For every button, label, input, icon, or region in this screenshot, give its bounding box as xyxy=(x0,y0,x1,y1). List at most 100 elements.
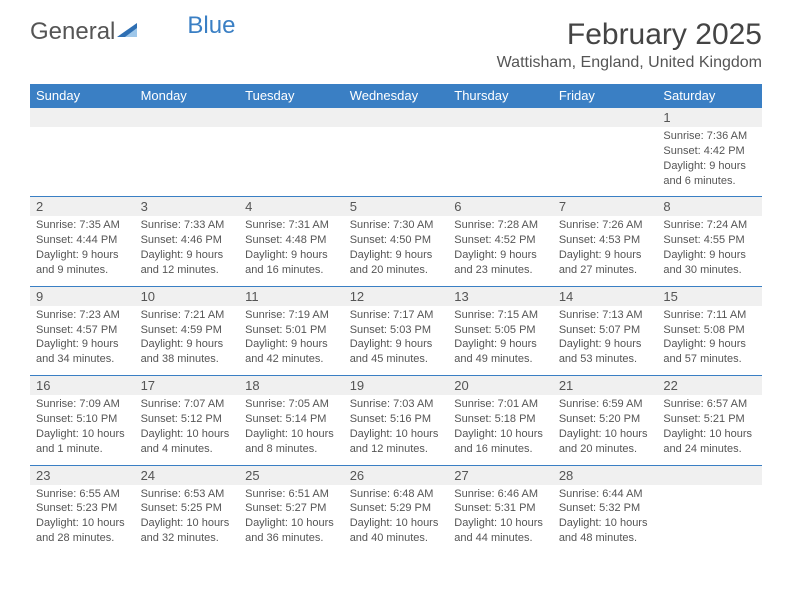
info-row: Sunrise: 7:35 AMSunset: 4:44 PM Daylight:… xyxy=(30,216,762,286)
sunset-text: Sunset: 5:10 PM xyxy=(36,412,129,427)
day-info: Sunrise: 7:07 AMSunset: 5:12 PMDaylight:… xyxy=(135,395,240,465)
daynum-row: 9101112131415 xyxy=(30,286,762,306)
day-info: Sunrise: 7:36 AMSunset: 4:42 PMDaylight:… xyxy=(657,127,762,197)
sunrise-text: Sunrise: 6:53 AM xyxy=(141,487,234,502)
day-info: Sunrise: 6:46 AMSunset: 5:31 PMDaylight:… xyxy=(448,485,553,554)
day-number: 9 xyxy=(30,286,135,306)
day-number: 2 xyxy=(30,197,135,217)
daylight2-text: and 24 minutes. xyxy=(663,442,756,457)
day-info: Sunrise: 6:51 AMSunset: 5:27 PMDaylight:… xyxy=(239,485,344,554)
day-info: Sunrise: 7:30 AMSunset: 4:50 PMDaylight:… xyxy=(344,216,449,286)
sunset-text: Sunset: 4:53 PM xyxy=(559,233,652,248)
day-number xyxy=(239,108,344,128)
sunrise-text: Sunrise: 7:35 AM xyxy=(36,218,129,233)
brand-logo: General Blue xyxy=(30,18,187,46)
sunset-text: Sunset: 5:14 PM xyxy=(245,412,338,427)
day-number: 4 xyxy=(239,197,344,217)
daylight2-text: and 8 minutes. xyxy=(245,442,338,457)
sunrise-text: Sunrise: 6:48 AM xyxy=(350,487,443,502)
daylight2-text: and 42 minutes. xyxy=(245,352,338,367)
sunset-text: Sunset: 4:42 PM xyxy=(663,144,756,159)
month-title: February 2025 xyxy=(497,18,762,52)
day-number: 27 xyxy=(448,465,553,485)
sunset-text: Sunset: 4:44 PM xyxy=(36,233,129,248)
day-number xyxy=(448,108,553,128)
sunset-text: Sunset: 5:27 PM xyxy=(245,501,338,516)
day-info: Sunrise: 7:09 AMSunset: 5:10 PMDaylight:… xyxy=(30,395,135,465)
day-number xyxy=(30,108,135,128)
day-number: 12 xyxy=(344,286,449,306)
daylight2-text: and 20 minutes. xyxy=(559,442,652,457)
daylight1-text: Daylight: 10 hours xyxy=(454,427,547,442)
daylight1-text: Daylight: 9 hours xyxy=(663,159,756,174)
day-number xyxy=(135,108,240,128)
day-number: 23 xyxy=(30,465,135,485)
daynum-row: 1 xyxy=(30,108,762,128)
sunset-text: Sunset: 5:07 PM xyxy=(559,323,652,338)
day-number: 11 xyxy=(239,286,344,306)
daylight1-text: Daylight: 10 hours xyxy=(559,427,652,442)
day-info: Sunrise: 6:48 AMSunset: 5:29 PMDaylight:… xyxy=(344,485,449,554)
daylight2-text: and 27 minutes. xyxy=(559,263,652,278)
daylight1-text: Daylight: 9 hours xyxy=(36,337,129,352)
day-number: 25 xyxy=(239,465,344,485)
day-header: Thursday xyxy=(448,84,553,108)
sunrise-text: Sunrise: 7:24 AM xyxy=(663,218,756,233)
day-info: Sunrise: 7:13 AMSunset: 5:07 PMDaylight:… xyxy=(553,306,658,376)
day-number: 5 xyxy=(344,197,449,217)
sunrise-text: Sunrise: 6:57 AM xyxy=(663,397,756,412)
day-number: 28 xyxy=(553,465,658,485)
daylight2-text: and 12 minutes. xyxy=(141,263,234,278)
sunset-text: Sunset: 5:08 PM xyxy=(663,323,756,338)
daylight2-text: and 34 minutes. xyxy=(36,352,129,367)
day-number xyxy=(657,465,762,485)
daylight2-text: and 57 minutes. xyxy=(663,352,756,367)
day-info: Sunrise: 7:35 AMSunset: 4:44 PMDaylight:… xyxy=(30,216,135,286)
daylight2-text: and 16 minutes. xyxy=(454,442,547,457)
sunrise-text: Sunrise: 7:09 AM xyxy=(36,397,129,412)
daylight2-text: and 44 minutes. xyxy=(454,531,547,546)
daylight2-text: and 16 minutes. xyxy=(245,263,338,278)
day-number: 15 xyxy=(657,286,762,306)
sunset-text: Sunset: 5:12 PM xyxy=(141,412,234,427)
calendar-table: Sunday Monday Tuesday Wednesday Thursday… xyxy=(30,84,762,554)
sunrise-text: Sunrise: 7:01 AM xyxy=(454,397,547,412)
daylight1-text: Daylight: 10 hours xyxy=(350,427,443,442)
day-number: 10 xyxy=(135,286,240,306)
daylight2-text: and 23 minutes. xyxy=(454,263,547,278)
info-row: Sunrise: 7:23 AMSunset: 4:57 PMDaylight:… xyxy=(30,306,762,376)
day-info: Sunrise: 7:33 AMSunset: 4:46 PMDaylight:… xyxy=(135,216,240,286)
day-info xyxy=(30,127,135,197)
sunset-text: Sunset: 5:05 PM xyxy=(454,323,547,338)
daylight2-text: and 36 minutes. xyxy=(245,531,338,546)
daylight1-text: Daylight: 9 hours xyxy=(350,337,443,352)
daylight2-text: and 9 minutes. xyxy=(36,263,129,278)
sunrise-text: Sunrise: 7:17 AM xyxy=(350,308,443,323)
sunset-text: Sunset: 4:59 PM xyxy=(141,323,234,338)
daynum-row: 2345678 xyxy=(30,197,762,217)
daylight2-text: and 32 minutes. xyxy=(141,531,234,546)
day-number: 8 xyxy=(657,197,762,217)
daylight2-text: and 6 minutes. xyxy=(663,174,756,189)
daylight1-text: Daylight: 10 hours xyxy=(141,516,234,531)
sunset-text: Sunset: 5:23 PM xyxy=(36,501,129,516)
title-block: February 2025 Wattisham, England, United… xyxy=(497,18,762,72)
sunset-text: Sunset: 5:21 PM xyxy=(663,412,756,427)
daylight1-text: Daylight: 10 hours xyxy=(559,516,652,531)
day-number: 26 xyxy=(344,465,449,485)
day-number: 16 xyxy=(30,376,135,396)
daylight1-text: Daylight: 10 hours xyxy=(36,427,129,442)
day-info: Sunrise: 7:05 AMSunset: 5:14 PMDaylight:… xyxy=(239,395,344,465)
sunset-text: Sunset: 5:29 PM xyxy=(350,501,443,516)
day-number: 21 xyxy=(553,376,658,396)
sunrise-text: Sunrise: 7:30 AM xyxy=(350,218,443,233)
sunset-text: Sunset: 5:25 PM xyxy=(141,501,234,516)
daylight1-text: Daylight: 9 hours xyxy=(245,248,338,263)
day-number xyxy=(344,108,449,128)
sunset-text: Sunset: 5:03 PM xyxy=(350,323,443,338)
day-info xyxy=(239,127,344,197)
day-number: 6 xyxy=(448,197,553,217)
daylight2-text: and 38 minutes. xyxy=(141,352,234,367)
day-info xyxy=(657,485,762,554)
brand-name-part2: Blue xyxy=(187,12,235,40)
